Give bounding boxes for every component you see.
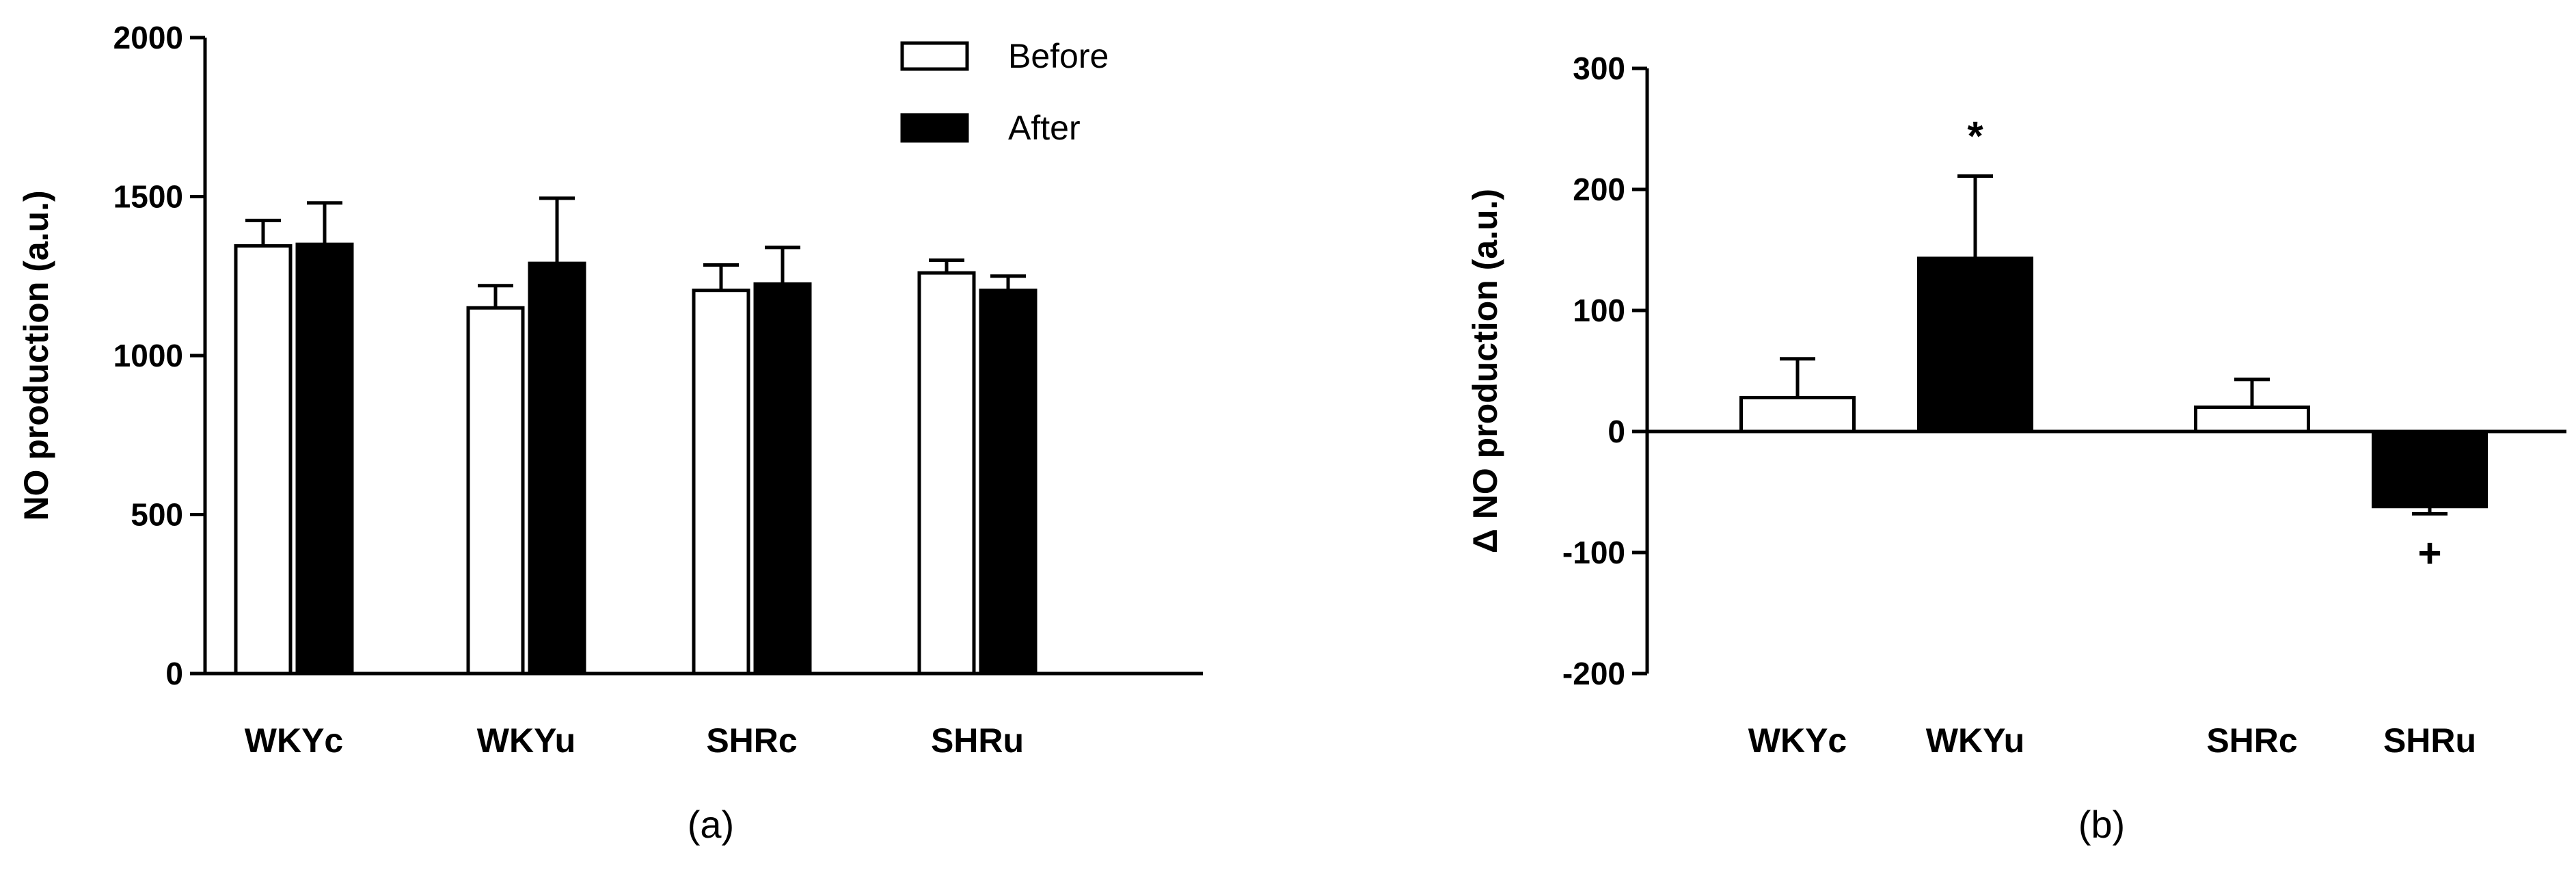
y-tick-label: 100 (1573, 293, 1625, 328)
x-category-label: SHRu (931, 721, 1024, 760)
panel-label: (b) (2078, 803, 2125, 846)
y-tick-label: -200 (1562, 656, 1625, 691)
y-tick-label: 500 (131, 497, 183, 533)
bar-shrc (2194, 405, 2310, 434)
x-category-label: WKYu (477, 721, 575, 760)
legend-label-after: After (1008, 109, 1081, 147)
panel-a: 0 500 1000 1500 2000 NO production (a.u.) WKYc… (17, 20, 1203, 846)
x-category-label: WKYc (245, 721, 343, 760)
bar-before (692, 289, 750, 676)
bar-after (753, 282, 812, 676)
bar-wkyu (1917, 256, 2033, 434)
x-category-label: WKYc (1748, 721, 1847, 760)
y-tick-label: 200 (1573, 172, 1625, 207)
y-tick-label: 2000 (113, 20, 183, 55)
bar-wkyc (1739, 395, 1856, 434)
significance-marker: + (2417, 530, 2441, 576)
legend-swatch-after (900, 113, 969, 143)
legend-swatch-before (900, 41, 969, 71)
bar-after (979, 289, 1038, 676)
y-axis-title: Δ NO production (a.u.) (1466, 189, 1504, 553)
y-tick-label: 300 (1573, 51, 1625, 86)
y-tick-label: 0 (165, 656, 183, 691)
y-tick-label: -100 (1562, 535, 1625, 570)
y-axis-title: NO production (a.u.) (17, 190, 55, 520)
bar-before (917, 271, 976, 676)
y-tick-label: 1000 (113, 338, 183, 373)
y-tick-label: 1500 (113, 179, 183, 215)
bar-before (234, 244, 293, 676)
legend-label-before: Before (1008, 37, 1109, 75)
bar-shru (2372, 429, 2488, 509)
panel-label: (a) (688, 803, 734, 846)
significance-marker: * (1967, 114, 1983, 159)
bar-after (295, 242, 354, 676)
x-category-label: SHRc (2206, 721, 2297, 760)
y-tick-label: 0 (1608, 414, 1625, 449)
x-category-label: SHRc (706, 721, 797, 760)
bar-after (528, 261, 586, 676)
x-category-label: WKYu (1926, 721, 2024, 760)
bar-before (466, 306, 525, 676)
x-category-label: SHRu (2383, 721, 2476, 760)
panel-b: -200 -100 0 100 200 300 Δ NO production (a.u.)… (1466, 51, 2566, 846)
